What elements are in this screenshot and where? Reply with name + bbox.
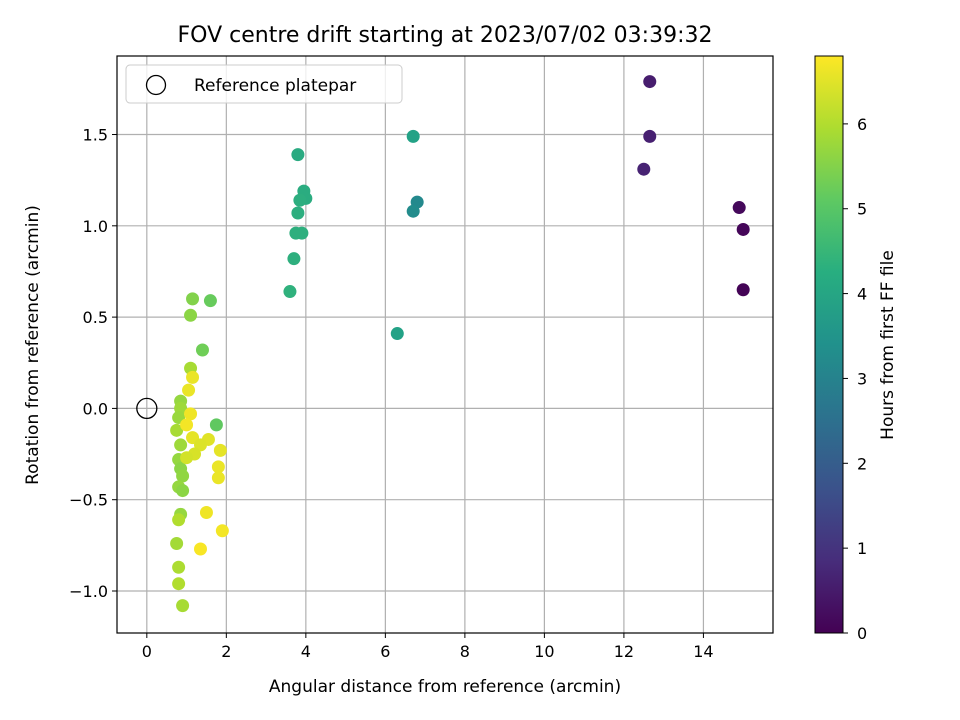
scatter-point [184, 407, 198, 421]
colorbar-tick-label: 3 [857, 369, 867, 388]
colorbar: 0 1 2 3 4 5 6 Hours from first FF file [814, 55, 898, 643]
scatter-point [732, 201, 746, 215]
colorbar-label: Hours from first FF file [878, 250, 898, 440]
scatter-point [643, 129, 657, 143]
x-tick-label: 4 [301, 642, 311, 661]
scatter-point [211, 471, 225, 485]
x-tick-label: 0 [142, 642, 152, 661]
y-axis-label: Rotation from reference (arcmin) [23, 205, 43, 485]
scatter-point [213, 443, 227, 457]
grid-lines [117, 56, 773, 633]
x-tick-label: 10 [534, 642, 554, 661]
reference-marker-group [136, 397, 158, 420]
x-tick-label: 8 [460, 642, 470, 661]
scatter-point [193, 542, 207, 556]
reference-platepar-marker [136, 397, 158, 420]
scatter-point [180, 418, 194, 432]
x-axis-label: Angular distance from reference (arcmin) [269, 677, 621, 697]
scatter-point [637, 162, 651, 176]
scatter-point [736, 222, 750, 236]
colorbar-tick-label: 0 [857, 624, 867, 643]
legend: Reference platepar [125, 64, 403, 104]
x-tick-label: 6 [380, 642, 390, 661]
scatter-point [215, 524, 229, 538]
scatter-point [291, 148, 305, 162]
colorbar-tick-label: 1 [857, 539, 867, 558]
y-tick-label: 0.0 [83, 399, 108, 418]
scatter-point [195, 343, 209, 357]
scatter-point [199, 505, 213, 519]
y-tick-label: −1.0 [69, 582, 108, 601]
scatter-point [287, 252, 301, 266]
scatter-point [184, 308, 198, 322]
scatter-point [170, 423, 184, 437]
colorbar-tick-label: 2 [857, 454, 867, 473]
x-axis-ticks: 0 2 4 6 8 10 12 14 [142, 633, 714, 661]
colorbar-tick-label: 6 [857, 115, 867, 134]
colorbar-gradient [814, 55, 844, 634]
legend-reference-marker [145, 74, 167, 96]
x-tick-label: 12 [614, 642, 634, 661]
scatter-point [390, 327, 404, 341]
scatter-point [176, 484, 190, 498]
x-tick-label: 14 [693, 642, 713, 661]
scatter-point [736, 283, 750, 297]
scatter-point [406, 129, 420, 143]
y-tick-label: −0.5 [69, 491, 108, 510]
scatter-point [174, 438, 188, 452]
y-tick-label: 0.5 [83, 308, 108, 327]
scatter-point [211, 460, 225, 474]
scatter-point [291, 206, 305, 220]
colorbar-ticks: 0 1 2 3 4 5 6 [843, 115, 867, 643]
y-tick-label: 1.0 [83, 217, 108, 236]
colorbar-tick-label: 4 [857, 285, 867, 304]
scatter-point [186, 292, 200, 306]
scatter-point [180, 451, 194, 465]
scatter-point [172, 560, 186, 574]
scatter-point [170, 537, 184, 551]
colorbar-tick-label: 5 [857, 200, 867, 219]
scatter-point [283, 285, 297, 299]
scatter-point [172, 513, 186, 527]
scatter-point [172, 577, 186, 591]
chart-title: FOV centre drift starting at 2023/07/02 … [178, 23, 713, 48]
x-tick-label: 2 [221, 642, 231, 661]
plot-frame [116, 55, 774, 634]
scatter-point [176, 599, 190, 613]
data-points [170, 75, 750, 613]
scatter-point [643, 75, 657, 89]
y-tick-label: 1.5 [83, 126, 108, 145]
scatter-point [182, 383, 196, 397]
legend-reference-label: Reference platepar [194, 76, 356, 96]
scatter-point [209, 418, 223, 432]
scatter-point [289, 226, 303, 240]
scatter-point [406, 204, 420, 218]
legend-box [125, 64, 403, 104]
y-axis-ticks: −1.0 −0.5 0.0 0.5 1.0 1.5 [69, 126, 117, 601]
scatter-point [186, 370, 200, 384]
scatter-point [176, 469, 190, 483]
scatter-point [203, 294, 217, 308]
scatter-point [293, 193, 307, 207]
